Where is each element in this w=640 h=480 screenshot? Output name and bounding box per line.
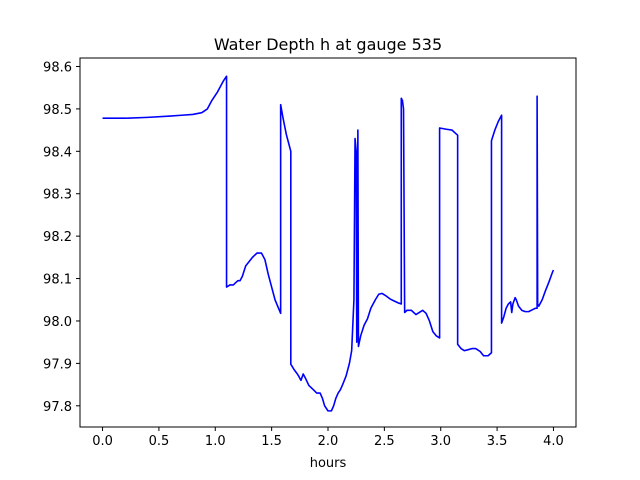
x-tick-label: 0.0 xyxy=(92,434,113,449)
y-tick-label: 98.1 xyxy=(43,273,72,288)
y-tick-label: 97.9 xyxy=(43,357,72,372)
y-tick-label: 98.6 xyxy=(43,60,72,75)
x-tick-label: 3.5 xyxy=(487,434,508,449)
x-tick-label: 3.0 xyxy=(430,434,451,449)
x-tick-label: 2.5 xyxy=(374,434,395,449)
plot-area: 0.0 0.5 1.0 1.5 2.0 2.5 3.0 3.5 4.0 97.8 97.9 98.0 9… xyxy=(43,57,577,449)
x-tick-label: 1.5 xyxy=(261,434,282,449)
y-tick-label: 98.3 xyxy=(43,188,72,203)
y-tick-label: 98.2 xyxy=(43,230,72,245)
x-tick-label: 4.0 xyxy=(543,434,564,449)
x-tick-label: 0.5 xyxy=(149,434,170,449)
y-tick-label: 98.0 xyxy=(43,315,72,330)
y-tick-label: 97.8 xyxy=(43,400,72,415)
x-tick-label: 1.0 xyxy=(205,434,226,449)
series-line-0 xyxy=(102,75,555,412)
y-tick-label: 98.4 xyxy=(43,145,72,160)
x-tick-label: 2.0 xyxy=(318,434,339,449)
x-axis-label: hours xyxy=(310,456,347,471)
chart-title: Water Depth h at gauge 535 xyxy=(214,35,442,54)
y-tick-label: 98.5 xyxy=(43,103,72,118)
